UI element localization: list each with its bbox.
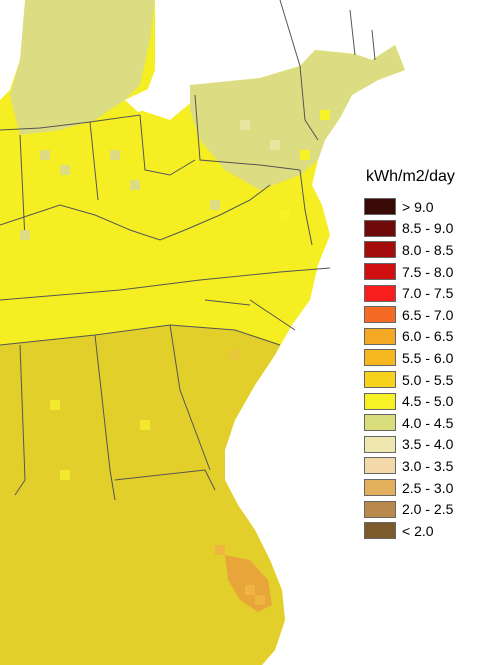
- legend-label: 2.0 - 2.5: [402, 501, 454, 518]
- legend-label: 3.5 - 4.0: [402, 436, 454, 453]
- grid-cell: [245, 585, 255, 595]
- legend-label: 2.5 - 3.0: [402, 479, 454, 496]
- legend-swatch: [364, 263, 396, 281]
- grid-cell: [320, 110, 330, 120]
- legend-label: 3.0 - 3.5: [402, 457, 454, 474]
- legend-swatch: [364, 522, 396, 540]
- legend-swatch: [364, 435, 396, 453]
- legend-entry: 7.5 - 8.0: [364, 261, 498, 283]
- legend-swatch: [364, 349, 396, 367]
- map-legend: kWh/m2/day > 9.0 8.5 - 9.0 8.0 - 8.5 7.5 - …: [364, 168, 498, 542]
- legend-label: 6.0 - 6.5: [402, 328, 454, 345]
- grid-cell: [210, 200, 220, 210]
- legend-swatch: [364, 284, 396, 302]
- legend-label: 7.5 - 8.0: [402, 263, 454, 280]
- grid-cell: [240, 120, 250, 130]
- grid-cell: [270, 140, 280, 150]
- state-borders: [0, 0, 376, 501]
- legend-label: 5.5 - 6.0: [402, 349, 454, 366]
- northeast-zone: [10, 0, 405, 190]
- grid-cell: [215, 545, 225, 555]
- legend-rows: > 9.0 8.5 - 9.0 8.0 - 8.5 7.5 - 8.0 7.0 - 7.…: [364, 196, 498, 542]
- legend-swatch: [364, 241, 396, 259]
- legend-entry: 8.5 - 9.0: [364, 218, 498, 240]
- grid-cell: [140, 420, 150, 430]
- legend-entry: 5.0 - 5.5: [364, 369, 498, 391]
- legend-label: < 2.0: [402, 522, 434, 539]
- legend-label: 7.0 - 7.5: [402, 285, 454, 302]
- grid-cell: [130, 180, 140, 190]
- legend-label: 6.5 - 7.0: [402, 306, 454, 323]
- legend-swatch: [364, 371, 396, 389]
- legend-swatch: [364, 198, 396, 216]
- legend-swatch: [364, 479, 396, 497]
- grid-cell: [60, 165, 70, 175]
- legend-entry: 7.0 - 7.5: [364, 282, 498, 304]
- legend-entry: 6.0 - 6.5: [364, 326, 498, 348]
- grid-cell: [40, 360, 50, 370]
- legend-swatch: [364, 457, 396, 475]
- legend-swatch: [364, 414, 396, 432]
- legend-label: 8.5 - 9.0: [402, 220, 454, 237]
- legend-entry: 3.5 - 4.0: [364, 434, 498, 456]
- legend-label: 4.0 - 4.5: [402, 414, 454, 431]
- legend-label: 4.5 - 5.0: [402, 393, 454, 410]
- lake-ontario: [215, 58, 265, 74]
- data-grid-cells: [20, 110, 330, 605]
- legend-swatch: [364, 219, 396, 237]
- legend-label: 8.0 - 8.5: [402, 241, 454, 258]
- legend-entry: 6.5 - 7.0: [364, 304, 498, 326]
- legend-entry: 2.0 - 2.5: [364, 498, 498, 520]
- legend-swatch: [364, 500, 396, 518]
- legend-swatch: [364, 327, 396, 345]
- grid-cell: [280, 210, 290, 220]
- legend-entry: 3.0 - 3.5: [364, 455, 498, 477]
- grid-cell: [40, 150, 50, 160]
- legend-swatch: [364, 306, 396, 324]
- legend-entry: 2.5 - 3.0: [364, 477, 498, 499]
- legend-label: 5.0 - 5.5: [402, 371, 454, 388]
- grid-cell: [255, 595, 265, 605]
- lake-michigan: [0, 0, 28, 100]
- legend-entry: < 2.0: [364, 520, 498, 542]
- grid-cell: [50, 400, 60, 410]
- legend-entry: 5.5 - 6.0: [364, 347, 498, 369]
- legend-entry: > 9.0: [364, 196, 498, 218]
- grid-cell: [20, 230, 30, 240]
- legend-entry: 4.0 - 4.5: [364, 412, 498, 434]
- grid-cell: [110, 150, 120, 160]
- legend-entry: 4.5 - 5.0: [364, 390, 498, 412]
- grid-cell: [230, 350, 240, 360]
- legend-swatch: [364, 392, 396, 410]
- southern-zone: [0, 325, 285, 665]
- grid-cell: [300, 150, 310, 160]
- grid-cell: [60, 470, 70, 480]
- legend-entry: 8.0 - 8.5: [364, 239, 498, 261]
- legend-label: > 9.0: [402, 198, 434, 215]
- lake-erie: [125, 82, 195, 112]
- legend-title: kWh/m2/day: [366, 168, 455, 185]
